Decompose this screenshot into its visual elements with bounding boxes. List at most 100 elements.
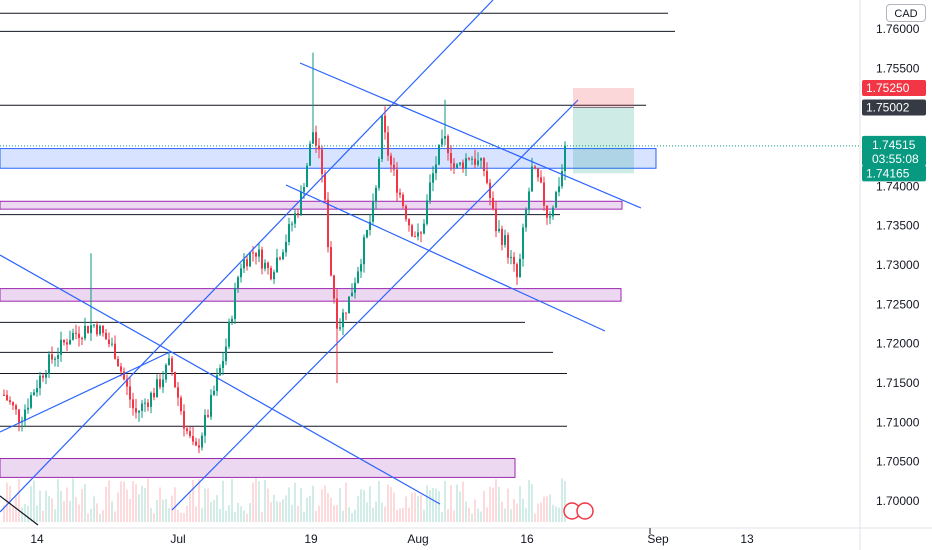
volume-bar bbox=[288, 487, 290, 522]
volume-bar bbox=[78, 504, 80, 522]
candle-body bbox=[552, 207, 554, 217]
candle-body bbox=[114, 343, 116, 359]
volume-bar bbox=[510, 509, 512, 522]
y-tick-label: 1.74000 bbox=[876, 179, 920, 193]
volume-bar bbox=[90, 508, 92, 522]
candle-body bbox=[171, 358, 173, 372]
candle-body bbox=[300, 191, 302, 215]
volume-bar bbox=[441, 511, 443, 522]
volume-bar bbox=[387, 484, 389, 522]
volume-bar bbox=[234, 512, 236, 522]
candle-body bbox=[402, 194, 404, 207]
candle-body bbox=[216, 375, 218, 391]
volume-bar bbox=[345, 482, 347, 522]
candle-body bbox=[330, 247, 332, 276]
candle-body bbox=[534, 166, 536, 169]
candle-body bbox=[423, 223, 425, 234]
volume-bar bbox=[327, 492, 329, 522]
volume-bar bbox=[219, 508, 221, 522]
volume-bar bbox=[177, 510, 179, 522]
y-tick-label: 1.72500 bbox=[876, 297, 920, 311]
candle-body bbox=[12, 402, 14, 406]
candle-body bbox=[564, 145, 566, 172]
candle-body bbox=[117, 358, 119, 367]
candle-body bbox=[45, 373, 47, 378]
candle-body bbox=[99, 325, 101, 335]
volume-bar bbox=[180, 512, 182, 522]
volume-bar bbox=[57, 479, 59, 522]
volume-bar bbox=[381, 502, 383, 522]
candle-body bbox=[501, 228, 503, 245]
volume-bar bbox=[474, 499, 476, 522]
candle-body bbox=[312, 132, 314, 144]
volume-bar bbox=[267, 488, 269, 522]
candle-body bbox=[522, 227, 524, 259]
event-flag-icon bbox=[576, 502, 594, 520]
volume-bar bbox=[210, 501, 212, 522]
candle-body bbox=[210, 394, 212, 417]
volume-bar bbox=[51, 498, 53, 522]
candle-body bbox=[561, 171, 563, 187]
candle-body bbox=[231, 318, 233, 322]
candle-body bbox=[483, 158, 485, 171]
currency-button[interactable]: CAD bbox=[886, 4, 926, 22]
volume-bar bbox=[390, 486, 392, 522]
candle-body bbox=[411, 225, 413, 237]
volume-bar bbox=[414, 492, 416, 522]
trend-line bbox=[0, 0, 494, 513]
target-price-badge-text: 1.75250 bbox=[866, 81, 910, 95]
volume-bar bbox=[3, 505, 5, 522]
volume-bar bbox=[132, 481, 134, 522]
candle-body bbox=[252, 252, 254, 254]
volume-bar bbox=[285, 495, 287, 522]
volume-bar bbox=[201, 508, 203, 522]
candle-body bbox=[180, 397, 182, 412]
volume-bar bbox=[519, 485, 521, 522]
volume-bar bbox=[447, 509, 449, 522]
candle-body bbox=[279, 257, 281, 260]
volume-bar bbox=[195, 506, 197, 522]
candle-body bbox=[9, 400, 11, 403]
volume-bar bbox=[483, 490, 485, 522]
candle-body bbox=[543, 182, 545, 206]
volume-bar bbox=[129, 499, 131, 522]
candle-body bbox=[555, 192, 557, 208]
volume-bar bbox=[21, 507, 23, 522]
candle-body bbox=[219, 367, 221, 376]
volume-bar bbox=[54, 509, 56, 522]
x-tick-label: Aug bbox=[407, 532, 428, 546]
candle-body bbox=[162, 379, 164, 388]
volume-bar bbox=[273, 494, 275, 522]
candle-body bbox=[444, 136, 446, 139]
candle-body bbox=[195, 441, 197, 446]
volume-bar bbox=[534, 513, 536, 522]
candle-body bbox=[102, 325, 104, 333]
candle-body bbox=[234, 288, 236, 319]
volume-bar bbox=[366, 502, 368, 522]
candle-body bbox=[303, 187, 305, 192]
y-tick-label: 1.72000 bbox=[876, 337, 920, 351]
volume-bar bbox=[306, 497, 308, 522]
candle-body bbox=[96, 324, 98, 335]
trend-line bbox=[0, 351, 171, 433]
volume-bar bbox=[162, 499, 164, 522]
candle-body bbox=[243, 259, 245, 269]
y-tick-label: 1.76000 bbox=[876, 22, 920, 36]
candle-body bbox=[363, 237, 365, 265]
candle-body bbox=[432, 173, 434, 183]
candle-body bbox=[525, 209, 527, 228]
candle-body bbox=[282, 252, 284, 260]
volume-bar bbox=[108, 480, 110, 522]
candle-body bbox=[318, 145, 320, 150]
volume-bar bbox=[42, 510, 44, 522]
volume-bar bbox=[123, 481, 125, 522]
candle-body bbox=[381, 115, 383, 160]
candle-body bbox=[126, 379, 128, 387]
y-tick-label: 1.71500 bbox=[876, 376, 920, 390]
volume-bar bbox=[342, 510, 344, 522]
candle-body bbox=[453, 163, 455, 168]
candle-body bbox=[471, 158, 473, 160]
candle-body bbox=[201, 435, 203, 448]
volume-bar bbox=[516, 503, 518, 522]
